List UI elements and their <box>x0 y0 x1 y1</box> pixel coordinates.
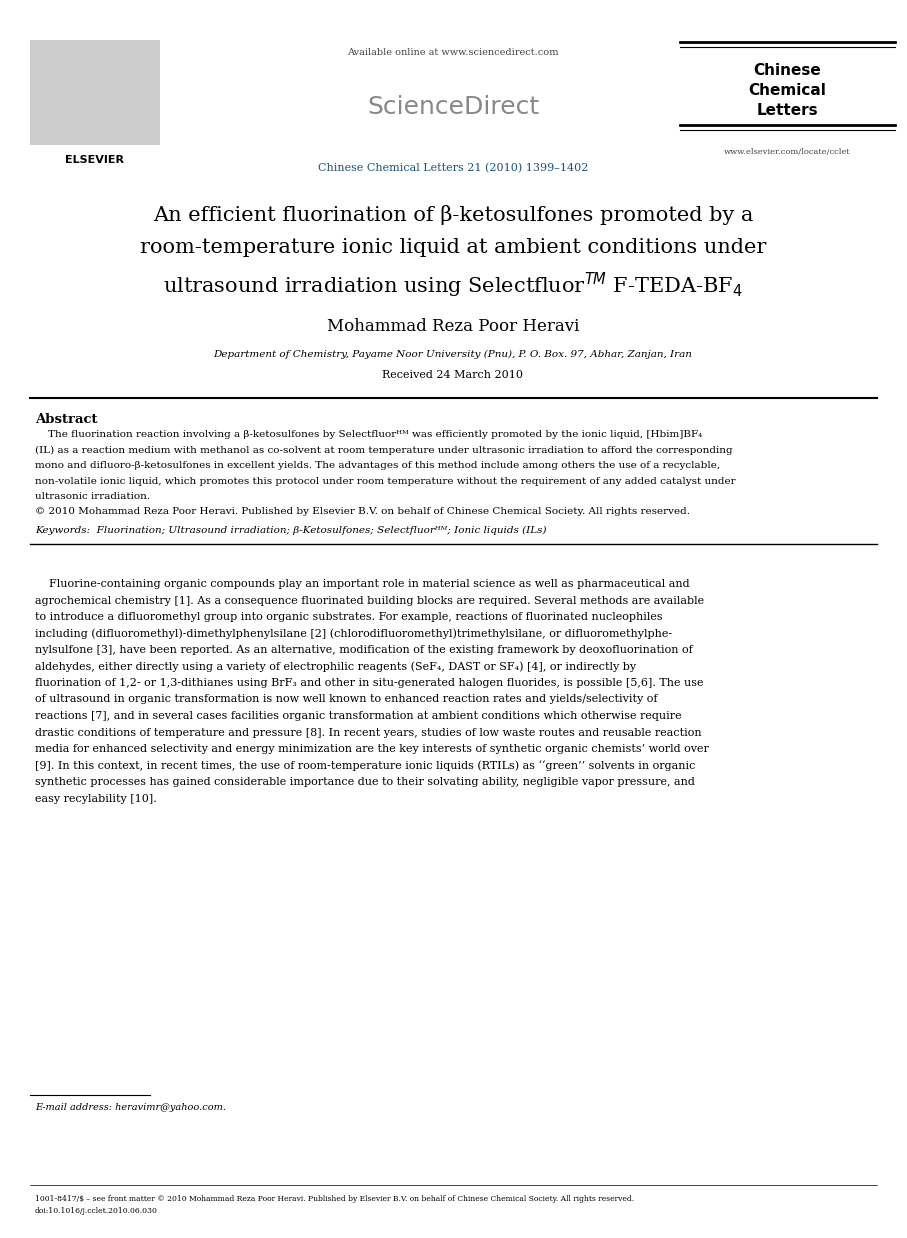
Text: reactions [7], and in several cases facilities organic transformation at ambient: reactions [7], and in several cases faci… <box>35 711 682 721</box>
Text: Abstract: Abstract <box>35 413 97 426</box>
Text: E-mail address: heravimr@yahoo.com.: E-mail address: heravimr@yahoo.com. <box>35 1103 226 1112</box>
Text: Chinese Chemical Letters 21 (2010) 1399–1402: Chinese Chemical Letters 21 (2010) 1399–… <box>317 163 588 173</box>
Text: ScienceDirect: ScienceDirect <box>367 95 539 119</box>
Text: Mohammad Reza Poor Heravi: Mohammad Reza Poor Heravi <box>327 318 580 335</box>
Text: ultrasound irradiation using Selectfluor$^{TM}$ F-TEDA-BF$_{4}$: ultrasound irradiation using Selectfluor… <box>163 271 743 300</box>
Text: 1001-8417/$ – see front matter © 2010 Mohammad Reza Poor Heravi. Published by El: 1001-8417/$ – see front matter © 2010 Mo… <box>35 1195 634 1203</box>
Text: to introduce a difluoromethyl group into organic substrates. For example, reacti: to introduce a difluoromethyl group into… <box>35 612 663 621</box>
Text: (IL) as a reaction medium with methanol as co-solvent at room temperature under : (IL) as a reaction medium with methanol … <box>35 446 733 454</box>
Text: ultrasonic irradiation.: ultrasonic irradiation. <box>35 491 151 501</box>
Text: nylsulfone [3], have been reported. As an alternative, modification of the exist: nylsulfone [3], have been reported. As a… <box>35 645 693 655</box>
Text: room-temperature ionic liquid at ambient conditions under: room-temperature ionic liquid at ambient… <box>140 238 766 258</box>
Text: Department of Chemistry, Payame Noor University (Pnu), P. O. Box. 97, Abhar, Zan: Department of Chemistry, Payame Noor Uni… <box>213 350 692 359</box>
Text: media for enhanced selectivity and energy minimization are the key interests of : media for enhanced selectivity and energ… <box>35 744 709 754</box>
Text: non-volatile ionic liquid, which promotes this protocol under room temperature w: non-volatile ionic liquid, which promote… <box>35 477 736 485</box>
Bar <box>30 40 160 145</box>
Text: Fluorine-containing organic compounds play an important role in material science: Fluorine-containing organic compounds pl… <box>35 579 689 589</box>
Text: Keywords:  Fluorination; Ultrasound irradiation; β-Ketosulfones; Selectfluorᴴᴹ; : Keywords: Fluorination; Ultrasound irrad… <box>35 526 547 535</box>
Text: An efficient fluorination of β-ketosulfones promoted by a: An efficient fluorination of β-ketosulfo… <box>152 206 753 225</box>
Text: © 2010 Mohammad Reza Poor Heravi. Published by Elsevier B.V. on behalf of Chines: © 2010 Mohammad Reza Poor Heravi. Publis… <box>35 508 690 516</box>
Text: easy recylability [10].: easy recylability [10]. <box>35 794 157 803</box>
Text: Chinese: Chinese <box>753 63 821 78</box>
Text: Received 24 March 2010: Received 24 March 2010 <box>383 370 523 380</box>
Text: www.elsevier.com/locate/cclet: www.elsevier.com/locate/cclet <box>724 149 851 156</box>
Text: drastic conditions of temperature and pressure [8]. In recent years, studies of : drastic conditions of temperature and pr… <box>35 728 702 738</box>
Text: agrochemical chemistry [1]. As a consequence fluorinated building blocks are req: agrochemical chemistry [1]. As a consequ… <box>35 595 704 605</box>
Text: including (difluoromethyl)-dimethylphenylsilane [2] (chlorodifluoromethyl)trimet: including (difluoromethyl)-dimethylpheny… <box>35 629 672 639</box>
Text: synthetic processes has gained considerable importance due to their solvating ab: synthetic processes has gained considera… <box>35 777 695 787</box>
Text: Available online at www.sciencedirect.com: Available online at www.sciencedirect.co… <box>347 48 559 57</box>
Text: Letters: Letters <box>756 103 818 118</box>
Text: The fluorination reaction involving a β-ketosulfones by Selectfluorᴴᴹ was effici: The fluorination reaction involving a β-… <box>35 430 702 439</box>
Text: aldehydes, either directly using a variety of electrophilic reagents (SeF₄, DAST: aldehydes, either directly using a varie… <box>35 661 636 672</box>
Text: Chemical: Chemical <box>748 83 826 98</box>
Text: of ultrasound in organic transformation is now well known to enhanced reaction r: of ultrasound in organic transformation … <box>35 695 658 704</box>
Text: [9]. In this context, in recent times, the use of room-temperature ionic liquids: [9]. In this context, in recent times, t… <box>35 760 696 771</box>
Text: mono and difluoro-β-ketosulfones in excellent yields. The advantages of this met: mono and difluoro-β-ketosulfones in exce… <box>35 461 720 470</box>
Text: doi:10.1016/j.cclet.2010.06.030: doi:10.1016/j.cclet.2010.06.030 <box>35 1207 158 1214</box>
Text: fluorination of 1,2- or 1,3-dithianes using BrF₃ and other in situ-generated hal: fluorination of 1,2- or 1,3-dithianes us… <box>35 678 704 688</box>
Text: ELSEVIER: ELSEVIER <box>65 155 124 165</box>
